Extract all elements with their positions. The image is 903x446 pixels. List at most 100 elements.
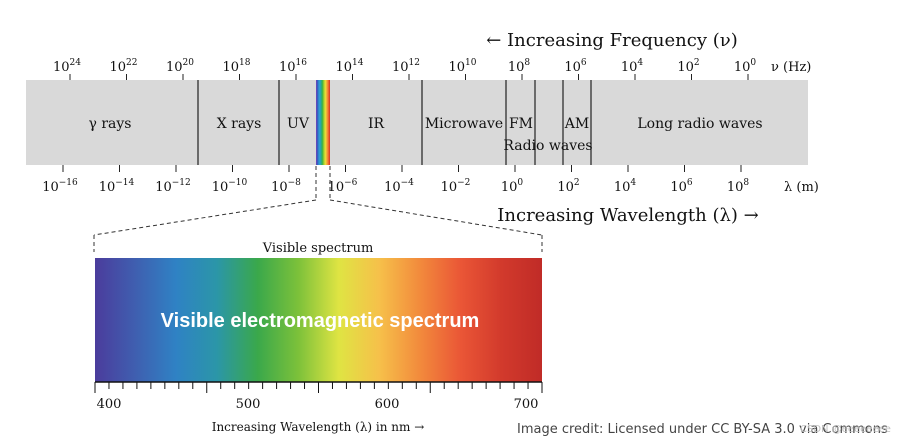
wavelength-label: 104: [614, 178, 637, 195]
frequency-label: 1022: [110, 58, 138, 75]
spectrum-band: [26, 80, 808, 165]
nm-axis-ticks: [94, 382, 543, 393]
wavelength-label-base: 10: [271, 180, 288, 195]
wavelength-label-exponent: −6: [344, 178, 358, 188]
wavelength-label-base: 10: [441, 180, 458, 195]
wavelength-label-exponent: 4: [630, 178, 636, 188]
frequency-label-base: 10: [734, 60, 751, 75]
wavelength-label: 108: [727, 178, 750, 195]
zoom-lines: [93, 166, 543, 252]
region-uv: UV: [287, 116, 310, 132]
visible-spectrum-title: Visible spectrum: [262, 241, 374, 256]
frequency-label-exponent: 14: [352, 58, 364, 68]
wavelength-label-base: 10: [99, 180, 116, 195]
frequency-label: 1012: [392, 58, 420, 75]
wavelength-label: 10−2: [441, 178, 471, 195]
zoom-line: [93, 199, 317, 236]
frequency-label: 1020: [166, 58, 194, 75]
region-am: AM: [564, 116, 589, 132]
frequency-label-base: 10: [564, 60, 581, 75]
frequency-label-exponent: 16: [296, 58, 308, 68]
frequency-unit: ν (Hz): [771, 60, 811, 75]
wavelength-label-base: 10: [727, 180, 744, 195]
frequency-title: ← Increasing Frequency (ν): [486, 30, 737, 51]
region-ir: IR: [368, 116, 385, 132]
frequency-label: 100: [734, 58, 757, 75]
frequency-label: 104: [621, 58, 644, 75]
region-x-rays: X rays: [217, 116, 262, 132]
frequency-label-base: 10: [449, 60, 466, 75]
frequency-label-exponent: 6: [581, 58, 587, 68]
frequency-label-exponent: 20: [183, 58, 195, 68]
frequency-label: 106: [564, 58, 587, 75]
frequency-label-base: 10: [223, 60, 240, 75]
frequency-label: 102: [677, 58, 699, 75]
wavelength-label-exponent: 2: [574, 178, 580, 188]
visible-spectrum-bar: [95, 258, 542, 382]
wavelength-label-base: 10: [212, 180, 229, 195]
frequency-label-exponent: 18: [239, 58, 251, 68]
wavelength-label-exponent: −10: [228, 178, 247, 188]
frequency-label-exponent: 0: [750, 58, 756, 68]
wavelength-label-exponent: −8: [288, 178, 302, 188]
frequency-label: 1010: [449, 58, 477, 75]
frequency-label-base: 10: [508, 60, 525, 75]
wavelength-label-base: 10: [328, 180, 345, 195]
wavelength-label-base: 10: [501, 180, 518, 195]
nm-axis-title: Increasing Wavelength (λ) in nm →: [212, 420, 425, 434]
visible-strip: [316, 80, 330, 165]
wavelength-label-exponent: −12: [172, 178, 191, 188]
wavelength-label: 10−4: [384, 178, 414, 195]
frequency-label: 108: [508, 58, 531, 75]
frequency-label: 1014: [336, 58, 364, 75]
region-long-radio-waves: Long radio waves: [637, 116, 762, 132]
wavelength-label-exponent: −14: [115, 178, 134, 188]
frequency-label-exponent: 4: [637, 58, 643, 68]
wavelength-label: 106: [670, 178, 693, 195]
wavelength-label-exponent: −4: [401, 178, 415, 188]
frequency-label-base: 10: [677, 60, 694, 75]
wavelength-label-exponent: −16: [59, 178, 78, 188]
region-gamma-rays: γ rays: [89, 116, 132, 132]
wavelength-label: 100: [501, 178, 524, 195]
nm-label-700: 700: [514, 397, 539, 412]
frequency-label-exponent: 12: [409, 58, 420, 68]
frequency-label-base: 10: [110, 60, 127, 75]
frequency-label-base: 10: [279, 60, 296, 75]
nm-label-500: 500: [236, 397, 261, 412]
frequency-label-base: 10: [336, 60, 353, 75]
visible-spectrum-overlay: Visible electromagnetic spectrum: [161, 310, 480, 332]
region-dividers: [197, 80, 592, 165]
frequency-label-base: 10: [392, 60, 409, 75]
wavelength-label-base: 10: [384, 180, 401, 195]
frequency-label-base: 10: [621, 60, 638, 75]
wavelength-label: 10−6: [328, 178, 358, 195]
region-radio-waves: Radio waves: [503, 138, 592, 154]
frequency-label: 1016: [279, 58, 307, 75]
wavelength-label-exponent: 6: [687, 178, 693, 188]
frequency-label-exponent: 2: [694, 58, 700, 68]
frequency-label-exponent: 10: [465, 58, 477, 68]
wavelength-label-exponent: 0: [517, 178, 523, 188]
wavelength-label: 10−16: [42, 178, 78, 195]
wavelength-label-exponent: 8: [743, 178, 749, 188]
nm-label-400: 400: [97, 397, 122, 412]
frequency-label-exponent: 8: [524, 58, 530, 68]
wavelength-axis: 10−16 10−14 10−12 10−10 10−8 10−6 10−4 10−2 100 1…: [42, 165, 749, 195]
wavelength-label: 10−8: [271, 178, 301, 195]
wavelength-label-base: 10: [670, 180, 687, 195]
wavelength-label-base: 10: [155, 180, 172, 195]
wavelength-label: 10−12: [155, 178, 191, 195]
zoom-line: [329, 199, 543, 236]
nm-label-600: 600: [375, 397, 400, 412]
watermark: CSDN @eeeeeeee: [800, 424, 891, 435]
frequency-label: 1024: [53, 58, 81, 75]
frequency-label: 1018: [223, 58, 251, 75]
region-microwave: Microwave: [425, 116, 503, 132]
frequency-label-base: 10: [53, 60, 70, 75]
frequency-axis: 1024 1022 1020 1018 1016 1014 1012 1010 108 106 10…: [53, 58, 756, 80]
frequency-label-base: 10: [166, 60, 183, 75]
image-credit: Image credit: Licensed under CC BY-SA 3.…: [517, 422, 888, 437]
wavelength-label: 10−10: [212, 178, 248, 195]
